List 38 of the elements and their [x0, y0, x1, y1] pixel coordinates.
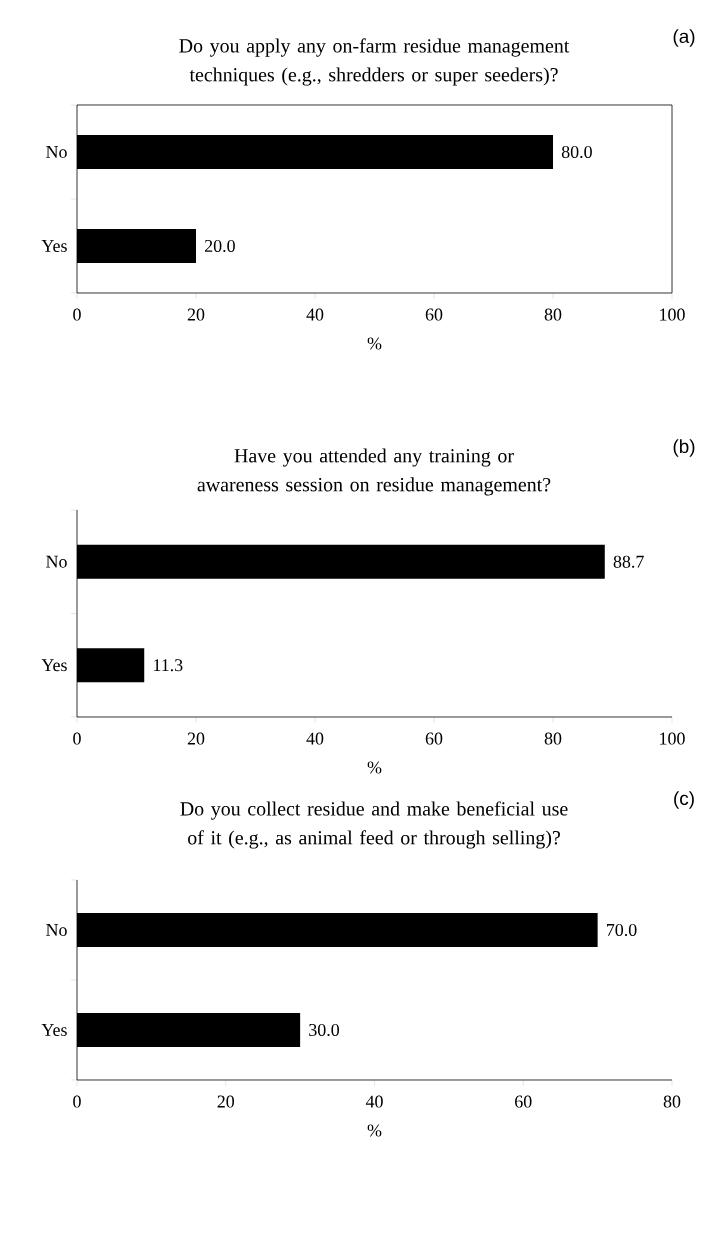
x-tick-label: 80 — [544, 732, 562, 745]
y-tick-label: No — [46, 924, 67, 936]
x-tick-label: 0 — [73, 1095, 81, 1108]
x-tick-label: 60 — [425, 308, 443, 321]
y-tick-label: No — [46, 555, 67, 568]
y-tick-label: Yes — [41, 659, 67, 672]
x-tick-label: 40 — [365, 1095, 383, 1108]
data-label: 80.0 — [561, 145, 592, 159]
x-tick-label: 40 — [306, 732, 324, 745]
x-tick-label: 0 — [73, 732, 81, 745]
text: (c) — [674, 791, 694, 809]
text: (b) — [673, 439, 695, 457]
x-tick-label: 60 — [515, 1095, 532, 1108]
x-tick-label: 60 — [425, 732, 443, 745]
x-tick-label: 20 — [187, 732, 205, 745]
y-tick-label: Yes — [41, 240, 67, 252]
x-axis-title: % — [367, 1124, 382, 1137]
chart-title: Do you apply any on-farm residue management techniques (e.g., shredders or super seeders)? — [179, 38, 570, 86]
text: (a) — [673, 29, 695, 47]
x-tick-label: 20 — [187, 308, 205, 321]
data-label: 20.0 — [204, 239, 235, 253]
x-axis-title: % — [367, 337, 382, 350]
x-tick-label: 40 — [306, 308, 324, 321]
x-tick-label: 100 — [660, 308, 685, 321]
x-tick-label: 100 — [660, 732, 685, 745]
data-label: 88.7 — [613, 555, 644, 568]
data-label: 30.0 — [309, 1023, 340, 1037]
data-label: 70.0 — [607, 923, 637, 937]
x-axis-title: % — [367, 761, 382, 774]
data-label: 11.3 — [154, 659, 183, 672]
y-tick-label: Yes — [41, 1024, 67, 1036]
chart-title: Have you attended any training or awareness session on residue management? — [197, 448, 551, 496]
x-tick-label: 0 — [73, 308, 81, 321]
x-tick-label: 80 — [663, 1095, 681, 1108]
y-tick-label: No — [46, 146, 67, 158]
x-tick-label: 80 — [544, 308, 562, 321]
chart-title: Do you collect residue and make beneficial use of it (e.g., as animal feed or through selling)? — [180, 801, 568, 849]
x-tick-label: 20 — [217, 1095, 235, 1108]
